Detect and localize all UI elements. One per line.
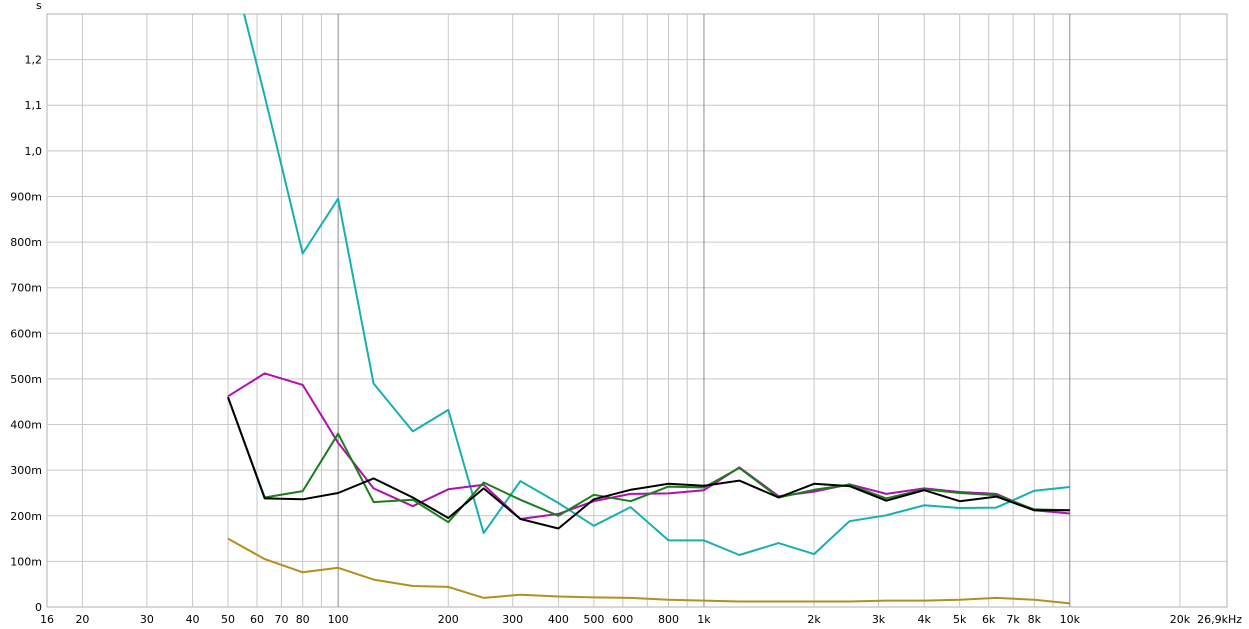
x-tick-label: 30 <box>140 613 154 626</box>
x-tick-label: 5k <box>953 613 967 626</box>
series-line-1 <box>243 14 1070 556</box>
plot-area <box>46 13 1228 608</box>
series-group <box>227 14 1070 605</box>
x-tick-label: 20k <box>1170 613 1191 626</box>
x-tick-label: 80 <box>296 613 310 626</box>
y-axis: 0 100m 200m 300m 400m 500m 600m 700m 800m 900m 1,0… <box>10 54 42 614</box>
y-tick-label: 700m <box>10 282 42 295</box>
y-tick-label: 500m <box>10 373 42 386</box>
x-tick-label: 500 <box>583 613 604 626</box>
x-tick-label: 2k <box>807 613 821 626</box>
x-tick-label: 16 <box>40 613 54 626</box>
x-tick-label: 70 <box>274 613 288 626</box>
y-tick-label: 1,0 <box>25 145 43 158</box>
x-axis: 16 20 30 40 50 60 70 80 100 200 300 400 500 600 800 1k 2… <box>40 613 1242 626</box>
x-tick-label: 7k <box>1006 613 1020 626</box>
y-tick-label: 0 <box>35 601 42 614</box>
x-tick-label: 4k <box>918 613 932 626</box>
series-line-4 <box>227 396 1070 530</box>
y-tick-label: 200m <box>10 510 42 523</box>
y-tick-label: 800m <box>10 236 42 249</box>
y-tick-label: 1,2 <box>25 54 43 67</box>
y-unit-label: s <box>36 0 42 12</box>
x-tick-label: 3k <box>872 613 886 626</box>
y-tick-label: 300m <box>10 464 42 477</box>
grid <box>47 14 1227 607</box>
x-tick-label: 100 <box>328 613 349 626</box>
x-tick-label: 10k <box>1060 613 1081 626</box>
x-tick-label: 300 <box>502 613 523 626</box>
x-tick-label: 800 <box>658 613 679 626</box>
x-tick-label: 600 <box>612 613 633 626</box>
x-tick-label: 50 <box>221 613 235 626</box>
x-tick-label: 400 <box>548 613 569 626</box>
x-tick-label: 8k <box>1028 613 1042 626</box>
x-tick-label: 20 <box>75 613 89 626</box>
series-line-5 <box>227 537 1070 605</box>
y-tick-label: 600m <box>10 327 42 340</box>
x-tick-label: 40 <box>186 613 200 626</box>
x-tick-label: 60 <box>250 613 264 626</box>
x-tick-label: 26,9kHz <box>1197 613 1242 626</box>
y-tick-label: 1,1 <box>25 99 43 112</box>
x-tick-label: 1k <box>697 613 711 626</box>
y-tick-label: 400m <box>10 419 42 432</box>
x-tick-label: 6k <box>982 613 996 626</box>
series-line-3 <box>227 396 1070 524</box>
x-tick-label: 200 <box>438 613 459 626</box>
y-tick-label: 900m <box>10 190 42 203</box>
y-tick-label: 100m <box>10 555 42 568</box>
